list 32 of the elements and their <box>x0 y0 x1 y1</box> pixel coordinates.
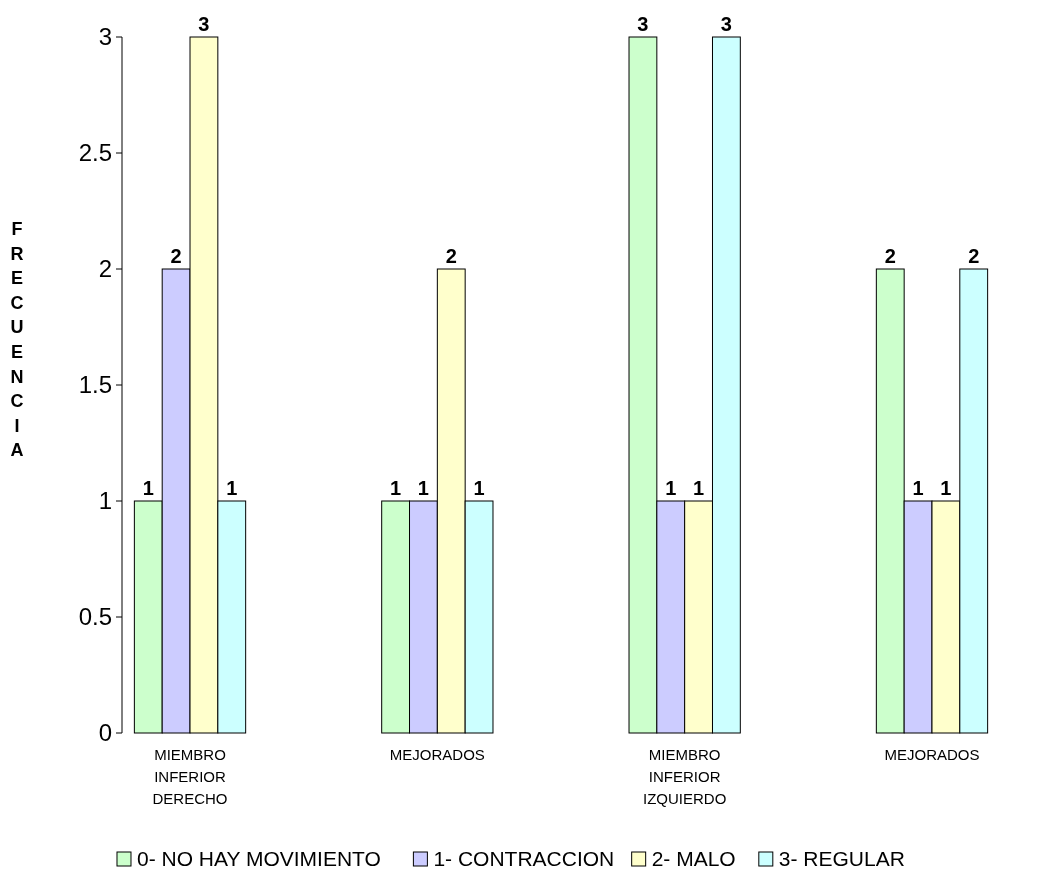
data-label: 1 <box>912 477 924 499</box>
text: FRECUENCIA <box>10 219 24 461</box>
data-label: 1 <box>142 477 154 499</box>
data-label: 1 <box>665 477 677 499</box>
y-tick-label: 2 <box>98 255 112 283</box>
y-tick-label: 3 <box>98 23 112 51</box>
legend-label: 1- CONTRACCION <box>433 847 615 870</box>
x-tick-label: MIEMBRO INFERIOR IZQUIERDO <box>642 746 727 807</box>
y-tick-label: 1 <box>98 487 112 515</box>
data-label: 2 <box>884 245 896 267</box>
data-label: 1 <box>940 477 952 499</box>
y-tick-label: 0 <box>98 719 112 747</box>
data-label: 3 <box>198 13 210 35</box>
data-label: 1 <box>473 477 485 499</box>
x-tick-label: MEJORADOS <box>884 746 980 763</box>
data-label: 2 <box>445 245 457 267</box>
legend-label: 0- NO HAY MOVIMIENTO <box>136 847 381 870</box>
data-label: 1 <box>693 477 705 499</box>
data-label: 2 <box>968 245 980 267</box>
x-tick-label: MEJORADOS <box>389 746 485 763</box>
y-tick-label: 0.5 <box>78 603 112 631</box>
y-tick-label: 2.5 <box>78 139 112 167</box>
data-label: 2 <box>170 245 182 267</box>
y-tick-label: 1.5 <box>78 371 112 399</box>
data-label: 1 <box>390 477 402 499</box>
legend-label: 3- REGULAR <box>778 847 905 870</box>
data-label: 3 <box>637 13 649 35</box>
legend-label: 2- MALO <box>651 847 736 870</box>
data-label: 3 <box>720 13 732 35</box>
data-label: 1 <box>417 477 429 499</box>
x-tick-label: MIEMBRO INFERIOR DERECHO <box>152 746 228 807</box>
data-label: 1 <box>226 477 238 499</box>
